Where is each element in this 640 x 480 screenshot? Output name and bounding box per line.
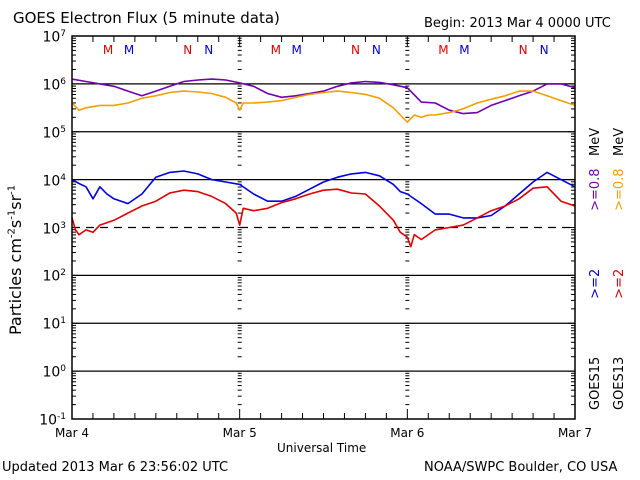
local-time-marker: N — [350, 43, 360, 57]
local-time-marker: N — [204, 43, 214, 57]
x-tick-label: Mar 4 — [54, 426, 90, 440]
y-tick-label: 103 — [42, 219, 66, 237]
y-tick-base: 10 — [42, 173, 61, 190]
local-time-marker: M — [102, 43, 114, 57]
y-tick-exp: 4 — [60, 172, 66, 183]
y-tick-exp: 1 — [60, 316, 66, 327]
legend-goes13: GOES13 >=2 >=0.8 MeV — [612, 128, 627, 410]
y-axis-label-exp3: -1 — [6, 184, 18, 195]
y-axis-label-s: s — [6, 219, 25, 229]
series-line-goes15-2-mev — [71, 170, 576, 219]
y-tick-base: 10 — [42, 29, 61, 46]
local-time-marker: N — [371, 43, 381, 57]
y-tick-label: 105 — [42, 123, 66, 141]
y-tick-exp: 2 — [60, 268, 66, 279]
y-tick-label: 102 — [42, 266, 66, 284]
y-tick-exp: 7 — [60, 29, 66, 39]
legend-goes15-satellite: GOES15 — [588, 356, 603, 410]
y-axis-label-exp1: -2 — [6, 228, 18, 239]
y-tick-base: 10 — [42, 125, 61, 142]
y-tick-label: 100 — [42, 362, 66, 380]
x-tick-label: Mar 7 — [557, 426, 593, 440]
legend-goes13-satellite: GOES13 — [612, 356, 627, 410]
begin-time: Begin: 2013 Mar 4 0000 UTC — [424, 16, 611, 31]
local-time-marker: M — [291, 43, 302, 57]
y-axis-label-base: Particles cm — [6, 238, 25, 335]
y-axis-label-sr: sr — [6, 194, 25, 210]
series-line-goes13-2-mev — [71, 186, 576, 248]
y-tick-exp: -1 — [57, 412, 66, 422]
y-tick-exp: 0 — [60, 364, 66, 375]
y-tick-exp: 5 — [60, 124, 66, 135]
series-line-goes15-0-8-mev — [71, 78, 576, 115]
y-tick-label: 106 — [42, 75, 66, 93]
x-tick-label: Mar 5 — [222, 426, 257, 440]
local-time-marker: M — [459, 43, 470, 57]
y-tick-base: 10 — [42, 364, 61, 381]
legend-goes13-2mev: >=2 — [612, 268, 627, 299]
local-time-marker: N — [183, 43, 193, 57]
x-axis-label: Universal Time — [277, 441, 367, 455]
updated-time: Updated 2013 Mar 6 23:56:02 UTC — [2, 460, 229, 475]
local-time-marker: M — [123, 43, 135, 57]
x-tick-label: Mar 6 — [390, 426, 425, 440]
series-line-goes13-0-8-mev — [71, 90, 576, 123]
y-tick-exp: 3 — [60, 220, 66, 231]
y-tick-label: 107 — [42, 27, 66, 45]
chart-title: GOES Electron Flux (5 minute data) — [13, 9, 280, 27]
plot-frame — [71, 35, 576, 420]
y-tick-base: 10 — [42, 316, 61, 333]
y-axis-label-exp2: -1 — [6, 209, 18, 220]
y-axis-label: Particles cm-2s-1sr-1 — [6, 185, 25, 335]
y-tick-exp: 6 — [60, 76, 66, 87]
y-tick-base: 10 — [42, 77, 61, 94]
y-tick-label: 101 — [42, 314, 66, 332]
local-time-marker: M — [270, 43, 281, 57]
legend-goes13-unit: MeV — [612, 127, 627, 157]
legend-goes13-08mev: >=0.8 — [612, 168, 627, 211]
y-tick-base: 10 — [39, 412, 58, 429]
y-tick-base: 10 — [42, 221, 61, 238]
local-time-marker: N — [518, 43, 528, 57]
credit: NOAA/SWPC Boulder, CO USA — [424, 460, 618, 475]
legend-goes15-08mev: >=0.8 — [588, 168, 603, 211]
y-tick-label: 104 — [42, 171, 66, 189]
legend-goes15-2mev: >=2 — [588, 268, 603, 299]
local-time-marker: M — [438, 43, 449, 57]
y-tick-label: 10-1 — [39, 410, 66, 428]
legend-goes15: GOES15 >=2 >=0.8 MeV — [588, 128, 603, 410]
legend-goes15-unit: MeV — [588, 127, 603, 157]
local-time-marker: N — [539, 43, 549, 57]
y-tick-base: 10 — [42, 269, 61, 286]
